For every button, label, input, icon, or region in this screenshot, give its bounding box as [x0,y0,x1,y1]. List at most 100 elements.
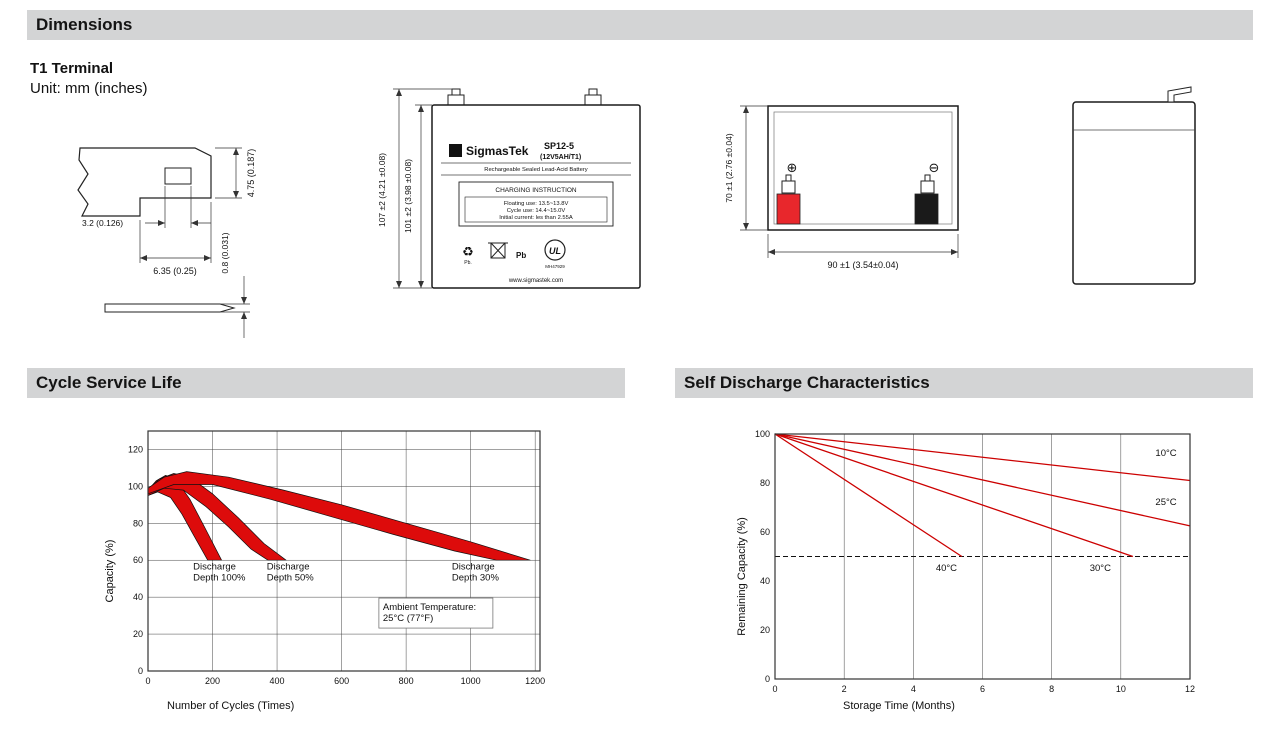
terminal-tab-shape [77,147,212,217]
svg-text:0: 0 [765,674,770,684]
svg-text:Storage Time (Months): Storage Time (Months) [843,700,955,712]
svg-text:Discharge: Discharge [452,561,495,572]
svg-text:100: 100 [128,481,143,491]
svg-text:25°C: 25°C [1155,497,1176,508]
svg-text:40°C: 40°C [936,563,957,574]
positive-terminal-symbol: ⊕ [787,160,798,175]
recycle-icon: ♻ [462,244,474,259]
terminal-detail-drawing: 4.75 (0.187) 3.2 (0.126) 6.35 (0.25) 0.8… [77,147,256,338]
dimensions-section-title: Dimensions [36,15,133,34]
total-height-dimension-label: 107 ±2 (4.21 ±0.08) [377,153,387,227]
rear-height-dimension-label: 70 ±1 (2.76 ±0.04) [724,133,734,203]
svg-text:Number of Cycles (Times): Number of Cycles (Times) [167,700,294,712]
battery-rear-view: ⊕ ⊖ 70 ±1 (2.76 ±0.04) 90 ±1 (3.54±0.04) [724,105,959,270]
svg-text:Remaining Capacity (%): Remaining Capacity (%) [736,517,748,636]
svg-text:60: 60 [760,527,770,537]
svg-text:Depth 30%: Depth 30% [452,572,500,583]
charging-floating-use: Floating use: 13.5~13.8V [504,201,569,207]
svg-text:800: 800 [399,676,414,686]
negative-terminal-symbol: ⊖ [929,160,940,175]
cycle-service-life-header: Cycle Service Life [27,368,625,398]
svg-text:30°C: 30°C [1090,563,1111,574]
svg-text:40: 40 [760,576,770,586]
self-discharge-chart-canvas: 10°C 25°C 30°C 40°C 0 2 4 6 8 10 12 0 20 40 60 80 100 Sto… [736,429,1195,712]
model-number: SP12-5 [544,141,574,151]
charging-initial-current: Initial current: les than 2.55A [499,215,573,221]
terminal-blade-shape [104,303,236,313]
dimensions-section-header: Dimensions [27,10,1253,40]
battery-front-view: 107 ±2 (4.21 ±0.08) 101 ±2 (3.98 ±0.08) … [377,88,641,289]
hole-width-dimension-label: 3.2 (0.126) [82,218,123,228]
side-terminal-tab [1167,86,1192,103]
svg-text:25°C (77°F): 25°C (77°F) [383,613,433,624]
svg-text:0: 0 [145,676,150,686]
ul-mark-icon [544,239,566,261]
rear-height-dimension [740,105,768,231]
sigma-logo-icon [449,144,462,157]
svg-text:40: 40 [133,592,143,602]
cycle-service-life-title: Cycle Service Life [36,373,182,392]
svg-text:200: 200 [205,676,220,686]
terminal-type-title: T1 Terminal [30,60,114,77]
negative-terminal [914,174,939,225]
svg-text:0: 0 [138,666,143,676]
svg-text:6: 6 [980,684,985,694]
svg-text:4: 4 [911,684,916,694]
tab-width-dimension [139,202,212,263]
svg-text:2: 2 [842,684,847,694]
pb-label: Pb [516,251,526,260]
website-text: www.sigmastek.com [508,278,563,284]
svg-text:20: 20 [760,625,770,635]
battery-case-front [431,104,641,289]
blade-thickness-dimension [220,276,250,338]
ul-file-number: MH47929 [545,264,565,269]
svg-text:Ambient Temperature:: Ambient Temperature: [383,602,476,613]
svg-text:Discharge: Discharge [193,561,236,572]
self-discharge-title: Self Discharge Characteristics [684,373,930,392]
tab-width-dimension-label: 6.35 (0.25) [153,266,197,276]
svg-text:10: 10 [1116,684,1126,694]
total-height-dimension [393,88,452,289]
self-discharge-header: Self Discharge Characteristics [675,368,1253,398]
svg-text:1200: 1200 [525,676,545,686]
battery-description: Rechargeable Sealed Lead-Acid Battery [484,167,588,173]
positive-terminal [776,174,801,225]
charging-instruction-title: CHARGING INSTRUCTION [495,187,577,194]
svg-text:60: 60 [133,555,143,565]
rear-width-dimension [767,234,959,258]
svg-text:Depth 100%: Depth 100% [193,572,246,583]
battery-rating: (12V5AH/T1) [540,154,581,161]
ul-mark-label: UL [549,246,561,256]
svg-text:80: 80 [133,518,143,528]
svg-text:Depth 50%: Depth 50% [267,572,315,583]
svg-text:20: 20 [133,629,143,639]
tab-height-dimension-label: 4.75 (0.187) [246,149,256,198]
front-terminals [447,88,602,106]
tab-height-dimension [215,147,242,199]
self-discharge-chart: 10°C 25°C 30°C 40°C 0 2 4 6 8 10 12 0 20 40 60 80 100 Sto… [715,420,1245,720]
case-height-dimension [415,104,432,288]
svg-text:400: 400 [270,676,285,686]
battery-case-side [1072,101,1196,285]
unit-note: Unit: mm (inches) [30,80,148,97]
svg-text:1000: 1000 [461,676,481,686]
brand-name: SigmasTek [466,144,529,158]
battery-side-view [1072,86,1196,285]
svg-text:600: 600 [334,676,349,686]
charging-cycle-use: Cycle use: 14.4~15.0V [507,208,566,214]
sigma-logo-glyph: Σ [453,146,459,157]
cycle-service-life-chart: Discharge Depth 100% Discharge Depth 50% Dis… [60,420,590,720]
crossed-bin-icon [488,242,508,259]
svg-text:80: 80 [760,478,770,488]
svg-text:Discharge: Discharge [267,561,310,572]
hole-width-dimension [145,186,211,228]
case-height-dimension-label: 101 ±2 (3.98 ±0.08) [403,159,413,233]
svg-text:12: 12 [1185,684,1195,694]
svg-text:100: 100 [755,429,770,439]
svg-text:10°C: 10°C [1155,448,1176,459]
svg-text:120: 120 [128,444,143,454]
svg-text:8: 8 [1049,684,1054,694]
svg-text:Capacity (%): Capacity (%) [104,540,116,603]
